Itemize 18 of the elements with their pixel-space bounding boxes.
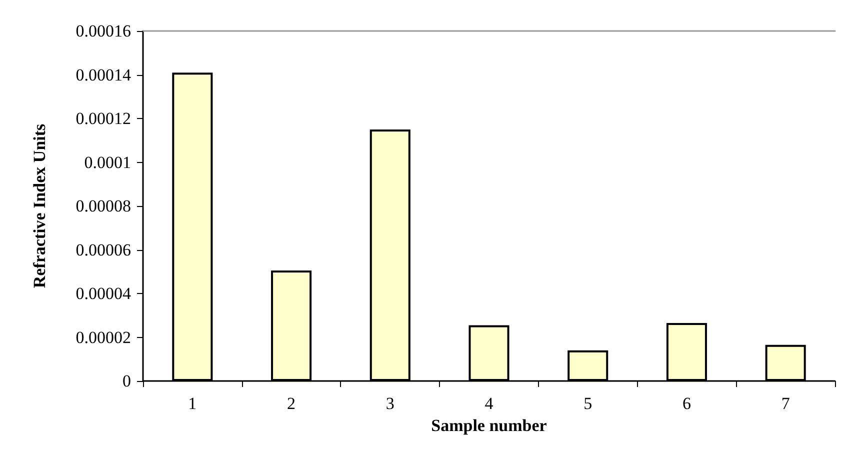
x-tick-label: 1 [188, 394, 197, 413]
x-axis-title: Sample number [431, 416, 548, 435]
x-tick-label: 3 [386, 394, 394, 413]
x-tick-label: 5 [584, 394, 592, 413]
x-tick-label: 4 [484, 394, 494, 413]
y-tick-label: 0 [122, 372, 131, 390]
y-tick-label: 0.00012 [76, 109, 131, 128]
x-tick-label: 6 [682, 394, 691, 413]
y-tick-label: 0.00002 [76, 328, 131, 347]
y-tick-label: 0.00008 [76, 196, 131, 216]
y-tick-label: 0.0001 [84, 152, 131, 172]
x-tick-label: 2 [287, 394, 296, 413]
x-tick-label: 7 [781, 394, 790, 413]
y-tick-label: 0.00006 [76, 240, 131, 260]
y-tick-label: 0.00004 [76, 284, 132, 303]
y-tick-label: 0.00016 [76, 22, 131, 40]
y-tick-label: 0.00014 [76, 65, 132, 84]
y-axis-title: Refractive Index Units [30, 123, 49, 288]
